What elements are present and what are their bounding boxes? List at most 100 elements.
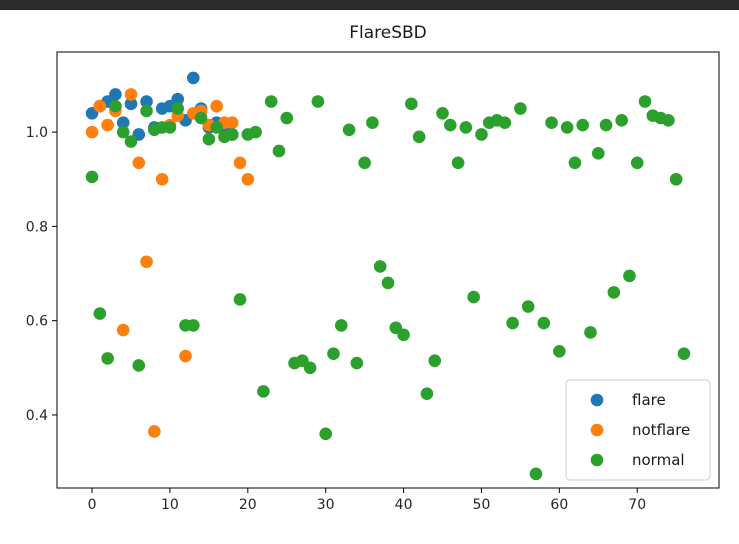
- data-point-notflare: [124, 88, 138, 101]
- x-tick-label: 50: [473, 497, 491, 513]
- data-point-normal: [350, 356, 364, 370]
- legend-label-notflare: notflare: [632, 421, 690, 439]
- data-point-normal: [451, 156, 465, 170]
- data-point-flare: [124, 97, 138, 111]
- data-point-normal: [630, 156, 644, 170]
- x-tick-label: 60: [550, 497, 568, 513]
- data-point-normal: [568, 156, 582, 170]
- data-point-normal: [623, 269, 636, 283]
- data-point-normal: [428, 354, 442, 368]
- legend-marker-notflare: [590, 423, 604, 437]
- data-point-normal: [85, 170, 99, 184]
- data-point-normal: [257, 385, 270, 398]
- data-point-normal: [202, 132, 216, 146]
- data-point-normal: [373, 260, 387, 273]
- data-point-normal: [436, 106, 449, 120]
- data-point-notflare: [179, 349, 192, 363]
- x-axis: 0 10 20 30 40 50 60 70: [88, 488, 646, 513]
- data-point-flare: [186, 71, 200, 85]
- data-point-normal: [669, 172, 683, 186]
- x-tick-label: 40: [395, 497, 413, 513]
- data-point-notflare: [116, 323, 130, 337]
- data-point-normal: [459, 121, 473, 134]
- x-tick-label: 30: [317, 497, 335, 513]
- y-tick-label: 0.8: [26, 219, 48, 235]
- y-tick-label: 1.0: [26, 125, 48, 141]
- data-point-normal: [475, 128, 488, 141]
- data-point-normal: [615, 114, 628, 127]
- y-tick-label: 0.4: [26, 408, 48, 424]
- data-point-normal: [412, 130, 426, 144]
- data-point-normal: [576, 118, 590, 132]
- data-point-normal: [132, 359, 146, 372]
- data-point-normal: [116, 125, 130, 139]
- data-point-normal: [163, 121, 177, 134]
- data-point-normal: [553, 345, 566, 358]
- x-tick-label: 20: [239, 497, 257, 513]
- data-point-normal: [272, 144, 286, 158]
- data-point-notflare: [85, 125, 99, 139]
- data-point-normal: [311, 95, 325, 108]
- data-point-normal: [467, 290, 480, 304]
- data-point-normal: [194, 111, 208, 125]
- data-point-notflare: [101, 118, 114, 132]
- data-point-normal: [599, 118, 613, 132]
- data-point-notflare: [93, 99, 107, 113]
- data-point-normal: [280, 111, 294, 125]
- data-point-notflare: [155, 172, 169, 186]
- data-point-normal: [607, 286, 621, 299]
- data-point-normal: [124, 135, 138, 148]
- data-point-normal: [521, 300, 535, 313]
- data-point-notflare: [210, 99, 223, 113]
- data-point-notflare: [148, 425, 161, 438]
- data-point-flare: [109, 88, 122, 101]
- x-tick-label: 70: [628, 497, 646, 513]
- data-point-normal: [381, 276, 395, 290]
- x-tick-label: 10: [161, 497, 179, 513]
- data-point-normal: [677, 347, 691, 360]
- legend-marker-flare: [590, 393, 604, 407]
- y-tick-label: 0.6: [26, 314, 48, 330]
- legend-box: [565, 379, 711, 481]
- data-point-normal: [638, 95, 652, 108]
- data-point-normal: [506, 316, 519, 330]
- data-point-normal: [366, 116, 379, 130]
- data-point-normal: [264, 95, 278, 108]
- data-point-normal: [342, 123, 356, 137]
- data-point-normal: [109, 99, 122, 113]
- data-point-normal: [514, 102, 527, 115]
- data-point-normal: [444, 118, 457, 132]
- chart-title: FlareSBD: [349, 23, 427, 43]
- data-point-normal: [591, 147, 605, 160]
- data-point-normal: [584, 326, 597, 339]
- data-point-normal: [334, 319, 348, 332]
- data-point-normal: [319, 427, 332, 441]
- data-point-normal: [397, 328, 410, 342]
- data-point-notflare: [132, 156, 146, 170]
- legend-label-normal: normal: [632, 451, 685, 469]
- data-point-normal: [101, 352, 114, 365]
- data-point-normal: [171, 102, 185, 115]
- legend: flare notflare normal: [565, 379, 711, 481]
- legend-marker-normal: [590, 453, 604, 467]
- x-tick-label: 0: [88, 497, 97, 513]
- data-point-normal: [545, 116, 558, 130]
- data-point-flare: [116, 116, 130, 130]
- data-point-notflare: [233, 156, 247, 170]
- data-point-flare: [140, 95, 153, 108]
- data-point-normal: [303, 361, 317, 375]
- data-point-normal: [662, 114, 675, 127]
- data-point-normal: [498, 116, 512, 130]
- data-point-normal: [420, 387, 434, 401]
- data-point-normal: [529, 467, 543, 481]
- plot-frame: [56, 51, 720, 489]
- y-axis: 0.4 0.6 0.8 1.0: [26, 125, 57, 424]
- data-point-flare: [171, 92, 185, 106]
- points-layer: [85, 71, 691, 481]
- data-point-normal: [537, 316, 551, 330]
- data-point-normal: [405, 97, 418, 111]
- data-point-normal: [186, 319, 200, 332]
- data-point-notflare: [140, 255, 153, 269]
- window-top-bar: [0, 0, 739, 10]
